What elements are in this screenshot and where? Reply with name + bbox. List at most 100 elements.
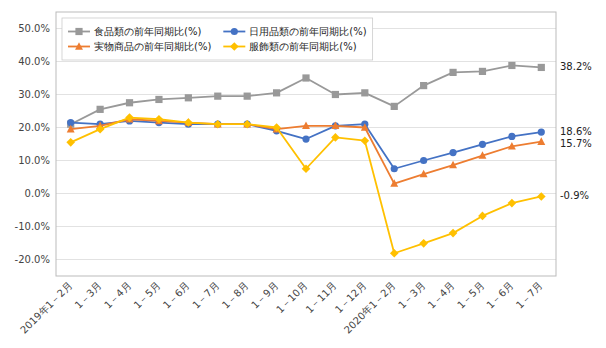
marker: [272, 123, 281, 132]
series-line: [71, 119, 542, 183]
marker: [449, 161, 457, 169]
marker: [361, 89, 368, 96]
y-tick-label: 30.0%: [18, 89, 50, 100]
x-tick-label: 1－6月: [484, 280, 515, 311]
marker: [390, 179, 398, 187]
x-tick-label: 2020年1－2月: [342, 280, 398, 336]
x-tick-label: 1－6月: [161, 280, 192, 311]
marker: [96, 125, 105, 134]
marker: [273, 89, 280, 96]
legend-label: 服飾類の前年同期比(%): [249, 41, 356, 52]
marker: [449, 229, 458, 238]
legend-marker: [75, 42, 83, 50]
marker: [244, 93, 251, 100]
marker: [537, 137, 545, 145]
x-tick-label: 1－7月: [190, 280, 221, 311]
legend-label: 実物商品の前年同期比(%): [94, 41, 211, 52]
legend-box: [62, 18, 373, 60]
x-tick-label: 1－11月: [304, 280, 339, 315]
marker: [67, 125, 75, 133]
y-tick-label: -20.0%: [15, 254, 50, 265]
marker: [479, 141, 486, 148]
marker: [244, 121, 251, 128]
grid-line: [56, 94, 556, 95]
marker: [391, 165, 398, 172]
marker: [420, 157, 427, 164]
marker: [332, 91, 339, 98]
marker: [185, 94, 192, 101]
series-line: [71, 118, 542, 254]
grid: [56, 29, 556, 260]
marker: [155, 115, 164, 124]
y-tick-label: 20.0%: [18, 122, 50, 133]
marker: [126, 99, 133, 106]
marker: [449, 149, 456, 156]
x-tick-label: 1－3月: [73, 280, 104, 311]
marker: [420, 82, 427, 89]
grid-line: [56, 193, 556, 194]
marker: [331, 133, 340, 142]
marker: [155, 96, 162, 103]
marker: [243, 120, 252, 129]
series-line: [71, 121, 542, 169]
y-tick-label: 0.0%: [25, 188, 50, 199]
marker: [391, 103, 398, 110]
marker: [302, 122, 310, 130]
legend: 食品類の前年同期比(%) 日用品類の前年同期比(%) 実物商品の前年同期比(%) 服飾…: [62, 18, 373, 60]
chart: -20.0% -10.0% 0.0% 10.0% 20.0% 30.0% 40.0% 50.0…: [0, 0, 606, 348]
marker: [66, 138, 75, 147]
grid-line: [56, 61, 556, 62]
legend-marker: [230, 42, 239, 51]
marker: [508, 199, 517, 208]
data-label: 15.7%: [560, 138, 592, 149]
marker: [302, 135, 309, 142]
x-tick-label: 1－4月: [426, 280, 457, 311]
x-tick-label: 1－5月: [132, 280, 163, 311]
x-tick-label: 1－3月: [396, 280, 427, 311]
grid-line: [56, 259, 556, 260]
marker: [479, 68, 486, 75]
grid-line: [56, 226, 556, 227]
x-tick-label: 1－4月: [102, 280, 133, 311]
y-tick-label: 40.0%: [18, 56, 50, 67]
marker: [538, 64, 545, 71]
x-tick-label: 2019年1－2月: [18, 280, 74, 336]
series: [66, 113, 545, 257]
marker: [125, 113, 134, 122]
marker: [508, 62, 515, 69]
series: [67, 115, 546, 187]
marker: [302, 74, 309, 81]
marker: [214, 121, 221, 128]
y-tick-label: 10.0%: [18, 155, 50, 166]
marker: [213, 120, 222, 129]
marker: [478, 212, 487, 221]
x-tick-label: 1－5月: [455, 280, 486, 311]
data-label: 18.6%: [560, 126, 592, 137]
plot-area: [66, 62, 545, 258]
marker: [419, 239, 428, 248]
marker: [302, 164, 311, 173]
series-line: [71, 65, 542, 124]
marker: [537, 192, 546, 201]
legend-label: 日用品類の前年同期比(%): [249, 26, 366, 37]
legend-label: 食品類の前年同期比(%): [94, 26, 201, 37]
plot-frame: [56, 12, 556, 276]
legend-marker: [231, 28, 238, 35]
marker: [214, 93, 221, 100]
marker: [390, 249, 399, 258]
marker: [184, 118, 193, 127]
grid-line: [56, 160, 556, 161]
marker: [449, 69, 456, 76]
data-label: 38.2%: [560, 61, 592, 72]
data-label: -0.9%: [560, 190, 589, 201]
y-tick-label: -10.0%: [15, 221, 50, 232]
x-tick-label: 1－10月: [274, 280, 309, 315]
marker: [361, 136, 370, 145]
marker: [331, 122, 339, 130]
y-tick-label: 50.0%: [18, 23, 50, 34]
marker: [361, 123, 369, 131]
marker: [97, 106, 104, 113]
legend-marker: [75, 28, 82, 35]
marker: [420, 170, 428, 178]
x-tick-label: 1－7月: [514, 280, 545, 311]
